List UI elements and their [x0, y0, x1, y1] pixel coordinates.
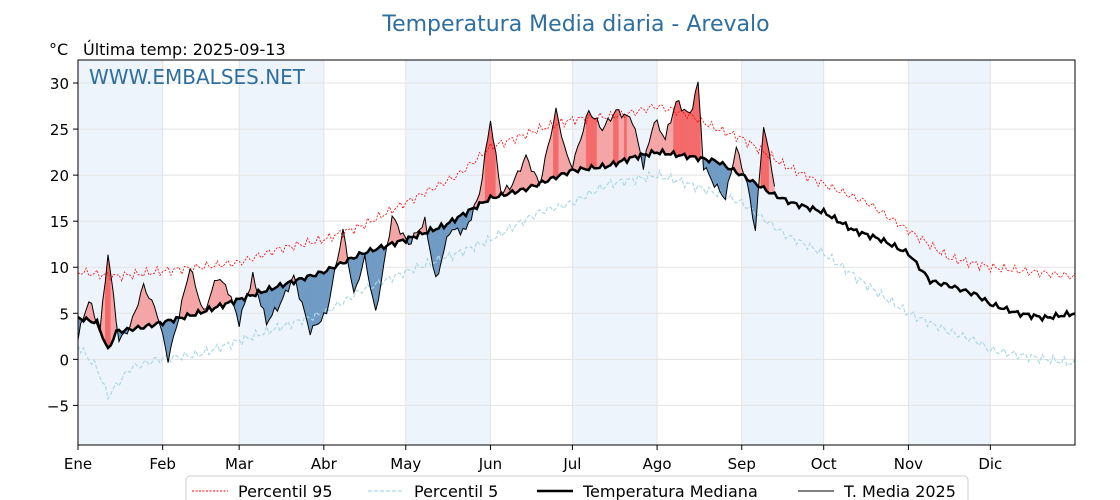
- legend-label-current: T. Media 2025: [843, 482, 956, 500]
- series-line-temperatura-mediana: [77, 147, 1076, 351]
- anomaly-fill-warm: [654, 119, 658, 154]
- anomaly-fill-warm: [594, 117, 598, 169]
- anomaly-fill-warm: [585, 110, 589, 171]
- x-tick-label: May: [390, 455, 421, 473]
- x-tick-label: Dic: [978, 455, 1002, 473]
- anomaly-fill-warm: [626, 115, 630, 163]
- anomaly-fill-cold: [722, 161, 726, 201]
- x-tick-label: Nov: [894, 455, 923, 473]
- legend-label-p95: Percentil 95: [238, 482, 333, 500]
- anomaly-fill-warm: [599, 126, 603, 169]
- y-axis: −5 0 5 10 15 20 25 30: [47, 75, 78, 415]
- x-tick-label: Sep: [728, 455, 756, 473]
- month-band-5: [908, 60, 991, 445]
- anomaly-fill-warm: [689, 108, 693, 157]
- x-tick-label: Ene: [64, 455, 92, 473]
- anomaly-fill-warm: [624, 113, 628, 164]
- legend: Percentil 95 Percentil 5 Temperatura Media…: [185, 475, 969, 500]
- x-tick-label: Mar: [225, 455, 254, 473]
- month-shading: [78, 60, 991, 445]
- anomaly-fill-cold: [299, 278, 303, 303]
- anomaly-fill-cold: [323, 270, 327, 314]
- anomaly-fill-warm: [681, 108, 685, 156]
- legend-label-median: Temperatura Mediana: [582, 482, 758, 500]
- anomaly-fill-cold: [435, 228, 439, 278]
- anomaly-fill-warm: [214, 280, 218, 309]
- y-tick-label: 15: [50, 213, 69, 231]
- y-tick-label: 10: [50, 259, 69, 277]
- legend-box: [185, 475, 969, 500]
- x-axis: Ene Feb Mar Abr May Jun Jul Ago Sep Oct Nov Dic: [64, 445, 1002, 473]
- anomaly-fill-warm: [588, 110, 592, 171]
- anomaly-fill-warm: [602, 125, 606, 169]
- x-tick-label: Ago: [643, 455, 672, 473]
- legend-label-p5: Percentil 5: [414, 482, 498, 500]
- y-tick-label: 25: [50, 121, 69, 139]
- series-line-percentil-5: [77, 168, 1076, 401]
- watermark: WWW.EMBALSES.NET: [89, 65, 306, 89]
- month-band-4: [741, 60, 824, 445]
- anomaly-fill-warm: [607, 117, 611, 167]
- anomaly-fill-cold: [714, 159, 718, 188]
- anomaly-fill-warm: [610, 114, 614, 166]
- y-tick-label: 0: [59, 351, 69, 369]
- x-tick-label: Jun: [478, 455, 502, 473]
- month-band-2: [405, 60, 491, 445]
- anomaly-fill-warm: [591, 115, 595, 169]
- anomaly-fill-cold: [315, 271, 319, 326]
- anomaly-fill-warm: [531, 171, 535, 187]
- anomaly-fill-warm: [676, 100, 680, 158]
- anomaly-fill-warm: [613, 109, 617, 167]
- series-lines: [77, 81, 1076, 401]
- anomaly-fill-warm: [686, 111, 691, 160]
- anomaly-fill-warm: [605, 118, 609, 169]
- x-tick-label: Jul: [562, 455, 581, 473]
- anomaly-fill-cold: [312, 275, 316, 326]
- anomaly-fill-warm: [667, 122, 671, 155]
- anomaly-fill-cold: [318, 271, 322, 325]
- anomaly-fill-cold: [719, 161, 723, 197]
- series-line-percentil-95: [77, 103, 1076, 283]
- plot-frame: [77, 59, 1076, 446]
- y-tick-label: 20: [50, 167, 69, 185]
- y-tick-label: −5: [47, 397, 69, 415]
- series-line-t-media-2025: [77, 81, 775, 363]
- month-band-1: [239, 60, 324, 445]
- y-tick-label: 30: [50, 75, 69, 93]
- month-band-0: [78, 60, 163, 445]
- y-tick-label: 5: [59, 305, 69, 323]
- x-tick-label: Feb: [149, 455, 176, 473]
- unit-label: °C: [49, 40, 68, 59]
- anomaly-fill-warm: [189, 268, 193, 316]
- chart-title: Temperatura Media diaria - Arevalo: [381, 12, 769, 37]
- x-tick-label: Oct: [811, 455, 837, 473]
- anomaly-fill-warm: [615, 109, 619, 167]
- x-tick-label: Abr: [311, 455, 338, 473]
- last-temp-label: Última temp: 2025-09-13: [83, 40, 286, 59]
- anomaly-fill-warm: [621, 113, 625, 162]
